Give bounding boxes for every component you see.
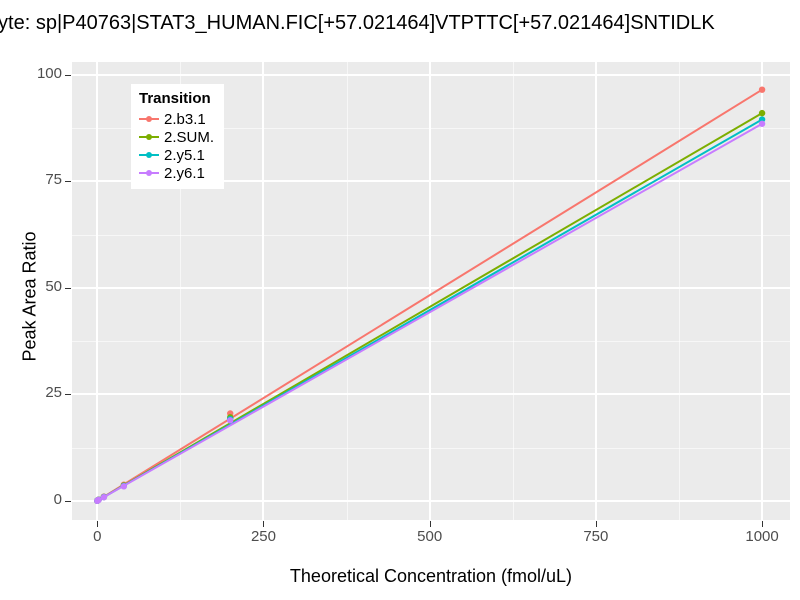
- legend-item-label: 2.y6.1: [164, 164, 205, 182]
- legend-item-2.SUM.[interactable]: 2.SUM.: [139, 128, 214, 146]
- x-tick-label: 500: [417, 528, 443, 545]
- gridline-major-horizontal: [72, 286, 790, 289]
- x-tick-label: 250: [250, 528, 276, 545]
- data-point: [227, 415, 234, 423]
- gridline-major-vertical: [594, 62, 597, 520]
- legend-item-label: 2.y5.1: [164, 146, 205, 164]
- x-tick-mark: [263, 521, 265, 527]
- gridline-minor-vertical: [346, 62, 348, 520]
- legend: Transition 2.b3.1 2.SUM. 2.y5.1 2.y6.1: [131, 84, 225, 189]
- x-axis-title: Theoretical Concentration (fmol/uL): [289, 566, 573, 586]
- y-tick-label: 50: [45, 277, 62, 295]
- legend-item-label: 2.SUM.: [164, 128, 215, 146]
- legend-title: Transition: [139, 90, 211, 107]
- legend-key-icon: [139, 110, 159, 128]
- y-tick-label: 0: [53, 490, 62, 508]
- x-tick-label: 750: [583, 528, 609, 545]
- legend-key-icon: [139, 146, 159, 164]
- legend-item-label: 2.b3.1: [164, 110, 206, 128]
- x-tick-mark: [97, 521, 99, 527]
- legend-item-2.y6.1[interactable]: 2.y6.1: [139, 164, 214, 182]
- y-tick-mark: [65, 394, 71, 396]
- y-tick-label: 75: [45, 171, 62, 189]
- gridline-major-horizontal: [72, 73, 790, 76]
- data-point: [120, 482, 128, 489]
- gridline-major-vertical: [761, 62, 764, 520]
- gridline-major-horizontal: [72, 499, 790, 502]
- legend-key-dot: [146, 152, 152, 158]
- y-tick-label: 25: [45, 384, 62, 402]
- y-tick-mark: [65, 500, 71, 502]
- y-tick-label: 100: [36, 64, 62, 82]
- gridline-major-vertical: [262, 62, 265, 520]
- x-tick-mark: [595, 521, 597, 527]
- x-tick-label: 1000: [745, 528, 779, 545]
- gridline-minor-vertical: [512, 62, 514, 520]
- y-tick-mark: [65, 287, 71, 289]
- x-tick-mark: [429, 521, 431, 527]
- data-point: [120, 481, 128, 488]
- x-tick-mark: [762, 521, 764, 527]
- gridline-minor-vertical: [678, 62, 680, 520]
- gridline-major-vertical: [428, 62, 431, 520]
- legend-key-dot: [146, 116, 152, 122]
- data-point: [227, 417, 234, 424]
- data-point: [100, 493, 108, 500]
- x-tick-label: 0: [93, 528, 102, 545]
- y-tick-mark: [65, 181, 71, 183]
- data-point: [120, 483, 128, 490]
- gridline-major-horizontal: [72, 393, 790, 396]
- gridline-major-vertical: [96, 62, 99, 520]
- legend-key-dot: [146, 170, 152, 176]
- data-point: [227, 410, 234, 417]
- page-title: Analyte: sp|P40763|STAT3_HUMAN.FIC[+57.0…: [0, 12, 715, 34]
- legend-key-icon: [139, 164, 159, 182]
- data-point: [227, 414, 234, 421]
- y-tick-mark: [65, 74, 71, 76]
- legend-item-2.b3.1[interactable]: 2.b3.1: [139, 110, 214, 128]
- legend-item-2.y5.1[interactable]: 2.y5.1: [139, 146, 214, 164]
- legend-key-dot: [146, 134, 152, 140]
- legend-items: 2.b3.1 2.SUM. 2.y5.1 2.y6.1: [139, 110, 214, 182]
- data-point: [120, 482, 128, 490]
- legend-key-icon: [139, 128, 159, 146]
